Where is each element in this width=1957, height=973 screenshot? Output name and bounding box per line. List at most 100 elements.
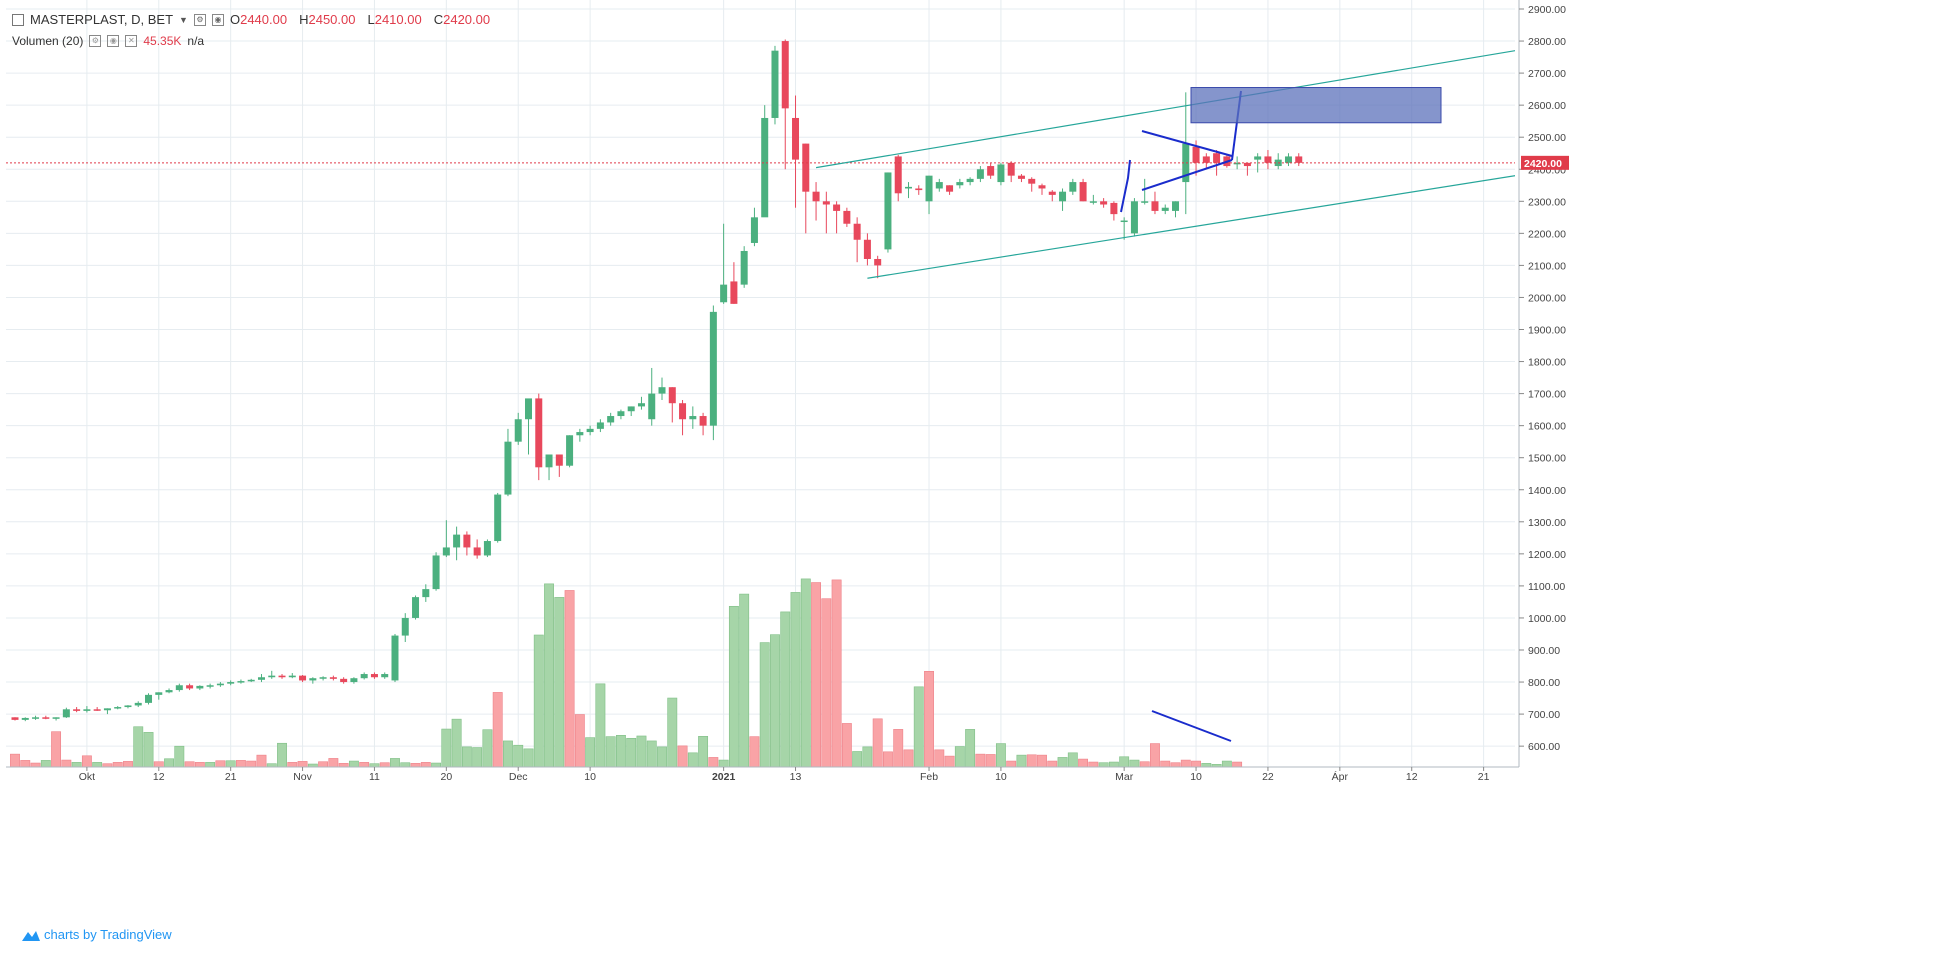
volume-bar <box>482 729 493 768</box>
candle <box>750 207 758 247</box>
volume-bar <box>1139 761 1150 768</box>
volume-bar <box>1129 759 1140 768</box>
candle-body <box>32 717 40 719</box>
candle <box>1274 153 1282 170</box>
candle <box>1038 183 1046 195</box>
candle-body <box>1120 220 1128 223</box>
candle <box>340 677 348 684</box>
candle-body <box>596 422 604 429</box>
candle-body <box>566 435 574 466</box>
volume-bar <box>1016 754 1027 768</box>
grid <box>6 0 1515 767</box>
candle <box>62 707 70 718</box>
hide-icon[interactable]: ◉ <box>107 35 120 47</box>
candle <box>915 185 923 195</box>
candle-body <box>216 683 224 686</box>
candle <box>812 182 820 221</box>
settings-icon[interactable]: ⚙ <box>89 35 102 47</box>
close-icon[interactable]: ✕ <box>125 35 138 47</box>
symbol-title[interactable]: MASTERPLAST, D, BET <box>30 12 174 27</box>
candle <box>525 398 532 455</box>
candle-body <box>1295 156 1303 163</box>
target-zone-rect <box>1190 87 1442 124</box>
volume-bar <box>708 757 719 768</box>
volume-bar <box>215 760 226 768</box>
volume-bar <box>800 578 811 768</box>
candle-body <box>186 685 194 689</box>
volume-bar <box>461 746 472 768</box>
tradingview-watermark[interactable]: charts by TradingView <box>22 927 172 942</box>
time-tick-label: 10 <box>995 771 1007 783</box>
candle <box>1243 162 1251 176</box>
volume-bar <box>1170 762 1181 768</box>
candle-body <box>586 428 594 433</box>
candle-body <box>750 217 758 243</box>
price-tick-label: 1100.00 <box>1528 581 1565 593</box>
price-tick-label: 2800.00 <box>1528 36 1566 48</box>
candle-body <box>946 185 954 192</box>
candle-body <box>535 398 543 468</box>
candle <box>247 678 255 683</box>
watermark-text: charts by TradingView <box>44 927 172 942</box>
volume-ma-value: n/a <box>187 34 205 48</box>
volume-bar <box>225 760 236 768</box>
settings-icon[interactable]: ⚙ <box>193 13 206 26</box>
volume-bars <box>10 578 1243 768</box>
candle-body <box>401 617 409 636</box>
volume-bar <box>390 758 400 768</box>
candle-body <box>843 210 851 224</box>
price-tick-label: 1600.00 <box>1528 421 1566 433</box>
candle <box>987 162 995 179</box>
time-tick-label: 22 <box>1262 771 1274 783</box>
volume-bar <box>1067 752 1078 768</box>
candle <box>740 246 748 288</box>
volume-bar <box>359 762 370 768</box>
candle-body <box>1172 201 1180 211</box>
candle-body <box>1079 182 1087 202</box>
volume-bar <box>246 760 257 768</box>
collapse-icon[interactable] <box>12 13 24 26</box>
candle <box>966 177 974 186</box>
price-tick-label: 2600.00 <box>1528 100 1566 112</box>
volume-bar <box>965 729 976 768</box>
volume-bar <box>1108 761 1119 768</box>
candle-body <box>781 41 789 109</box>
volume-bar <box>441 728 452 768</box>
price-tick-label: 2500.00 <box>1528 132 1566 144</box>
volume-bar <box>564 590 575 768</box>
candle <box>73 707 81 713</box>
volume-indicator-label[interactable]: Volumen (20) <box>12 34 84 48</box>
candle-body <box>247 679 255 682</box>
time-tick-label: Feb <box>920 771 938 783</box>
volume-bar <box>728 605 739 768</box>
candle-body <box>504 441 512 495</box>
candle-body <box>761 117 769 218</box>
hide-icon[interactable]: ◉ <box>211 13 224 26</box>
time-tick-label: 12 <box>153 771 165 783</box>
candle <box>545 454 553 481</box>
volume-bar <box>205 762 216 768</box>
volume-bar <box>883 751 893 768</box>
volume-bar <box>718 759 729 768</box>
candle-body <box>329 677 337 679</box>
volume-bar <box>194 762 205 768</box>
chevron-down-icon[interactable]: ▼ <box>179 14 188 25</box>
candle-body <box>637 403 645 407</box>
price-tick-label: 1500.00 <box>1528 453 1566 465</box>
volume-bar <box>472 747 483 768</box>
volume-bar <box>133 726 144 768</box>
candle <box>186 683 194 691</box>
time-tick-label: 20 <box>440 771 452 783</box>
price-tick-label: 600.00 <box>1528 741 1560 753</box>
time-tick-label: 21 <box>1478 771 1490 783</box>
candle-body <box>555 454 563 466</box>
candle-body <box>1028 178 1036 184</box>
candle <box>288 673 296 679</box>
candle-body <box>442 547 450 556</box>
candle <box>453 526 461 561</box>
candle <box>227 680 235 686</box>
volume-bar <box>1057 757 1068 768</box>
volume-bar <box>944 755 955 768</box>
volume-bar <box>595 683 606 768</box>
